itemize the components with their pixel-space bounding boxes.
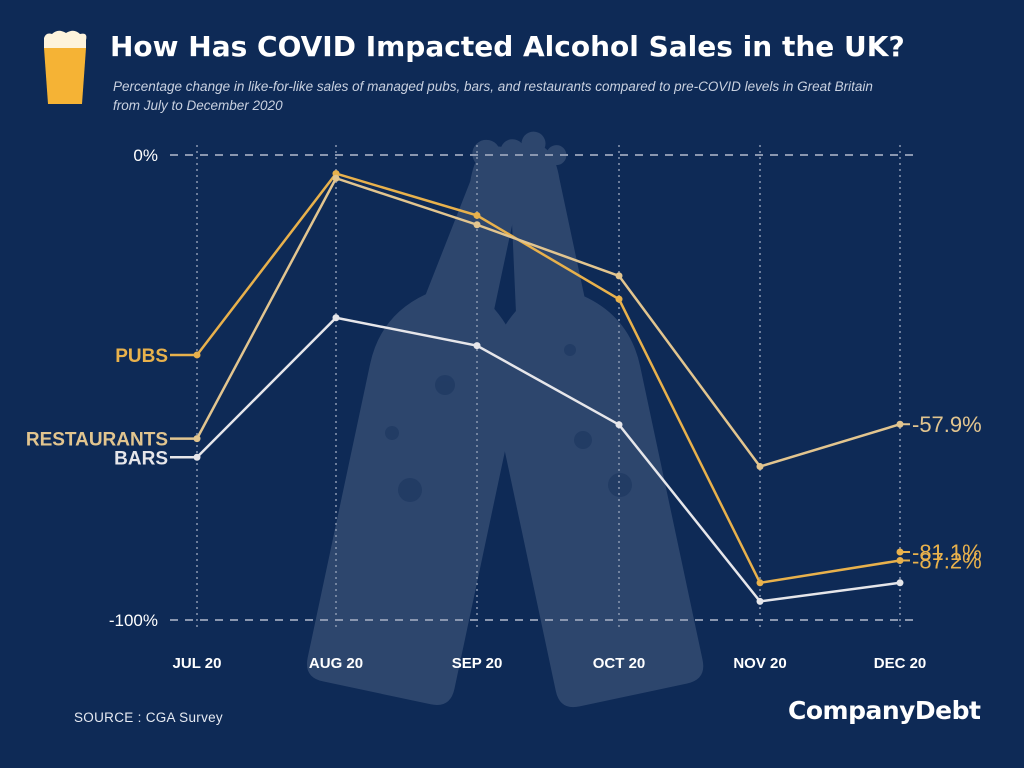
beer-bottles-illustration (307, 131, 704, 708)
data-point-bars (193, 453, 201, 461)
data-point-bars (896, 579, 904, 587)
data-point-bars (332, 314, 340, 322)
data-point-bars (615, 421, 623, 429)
series-line-pubs (196, 172, 901, 585)
x-tick-label: JUL 20 (173, 655, 222, 672)
data-point-pubs (615, 295, 623, 303)
data-point-restaurants (193, 435, 201, 443)
beer-glass-icon (44, 30, 87, 104)
data-point-restaurants (332, 174, 340, 182)
y-tick-label: -100% (109, 611, 158, 630)
end-label-restaurants: -57.9% (912, 412, 982, 437)
series-line-restaurants (195, 176, 901, 469)
series-label-restaurants: RESTAURANTS (26, 430, 168, 451)
data-point-pubs (473, 211, 481, 219)
y-tick-label: 0% (133, 146, 158, 165)
series-line-bars (196, 316, 901, 603)
extra-end-label: -81.1% (912, 540, 982, 565)
page-subtitle: Percentage change in like-for-like sales… (113, 79, 873, 113)
data-point-bars (473, 342, 481, 350)
bottle-bubbles (385, 344, 632, 502)
data-point-pubs (193, 351, 201, 359)
series-label-pubs: PUBS (115, 346, 168, 367)
data-point-pubs (756, 579, 764, 587)
end-label-pubs: -87.2% (912, 548, 982, 573)
extra-data-point (896, 548, 904, 556)
brand-logo: CompanyDebt (788, 696, 981, 725)
page-title: How Has COVID Impacted Alcohol Sales in … (110, 30, 905, 63)
source-note: SOURCE : CGA Survey (74, 710, 223, 725)
x-tick-label: DEC 20 (874, 655, 927, 672)
data-point-restaurants (473, 221, 481, 229)
data-point-bars (756, 597, 764, 605)
x-tick-label: NOV 20 (733, 655, 786, 672)
data-point-restaurants (615, 272, 623, 280)
x-tick-label: SEP 20 (452, 655, 503, 672)
x-tick-label: OCT 20 (593, 655, 646, 672)
series-label-bars: BARS (114, 448, 168, 469)
x-tick-label: AUG 20 (309, 655, 363, 672)
data-point-restaurants (756, 463, 764, 471)
